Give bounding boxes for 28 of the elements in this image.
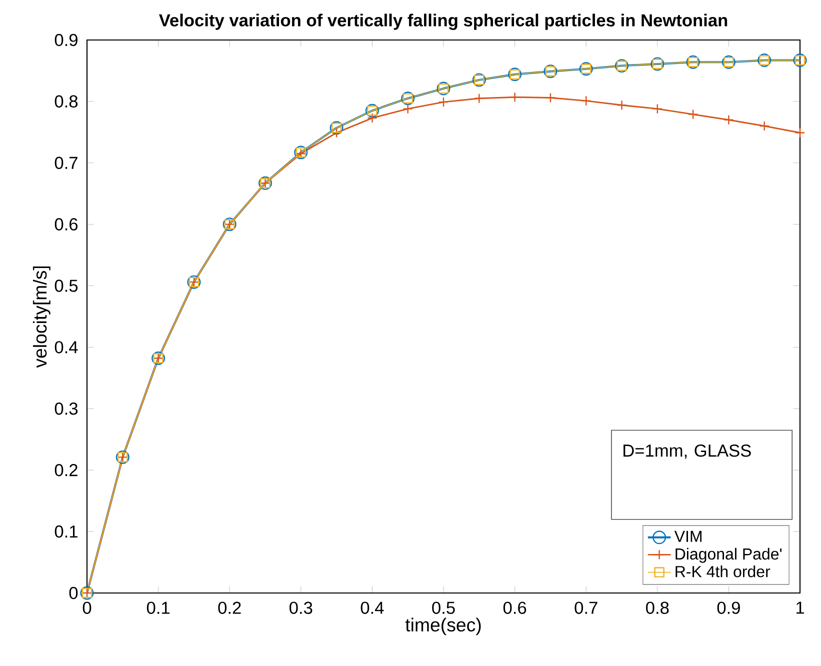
y-tick-label: 0.2 bbox=[54, 464, 78, 476]
y-tick-label: 0.7 bbox=[54, 156, 78, 170]
x-tick-label: 0.1 bbox=[146, 602, 170, 614]
y-axis-title: velocity[m/s] bbox=[32, 266, 50, 368]
x-tick-label: 0.4 bbox=[360, 602, 384, 614]
x-axis-title: time(sec) bbox=[405, 618, 481, 636]
x-tick-label: 1 bbox=[796, 602, 804, 614]
x-tick-label: 0.2 bbox=[218, 602, 241, 614]
y-tick-label: 0.1 bbox=[54, 525, 78, 538]
y-tick-label: 0.6 bbox=[54, 218, 78, 230]
chart-title: Velocity variation of vertically falling spherical particles in Newtonian bbox=[158, 14, 728, 30]
y-tick-label: 0.8 bbox=[54, 95, 78, 108]
x-tick-label: 0.7 bbox=[574, 602, 598, 614]
x-tick-label: 0.6 bbox=[503, 602, 526, 614]
y-tick-label: 0.4 bbox=[54, 341, 78, 354]
x-tick-label: 0.5 bbox=[432, 602, 455, 614]
legend-label: Diagonal Pade' bbox=[676, 548, 782, 563]
legend-label: VIM bbox=[674, 530, 702, 542]
legend-label: R-K 4th order bbox=[676, 566, 770, 578]
x-tick-label: 0 bbox=[82, 602, 92, 614]
y-tick-label: 0.3 bbox=[54, 402, 78, 415]
y-tick-label: 0.5 bbox=[54, 280, 78, 292]
y-tick-label: 0.9 bbox=[54, 34, 78, 46]
x-tick-label: 0.9 bbox=[717, 602, 740, 614]
y-tick-label: 0 bbox=[69, 586, 78, 600]
annotation: D=1mm, GLASS bbox=[624, 444, 751, 459]
x-tick-label: 0.3 bbox=[290, 602, 312, 614]
x-tick-label: 0.8 bbox=[646, 602, 669, 614]
